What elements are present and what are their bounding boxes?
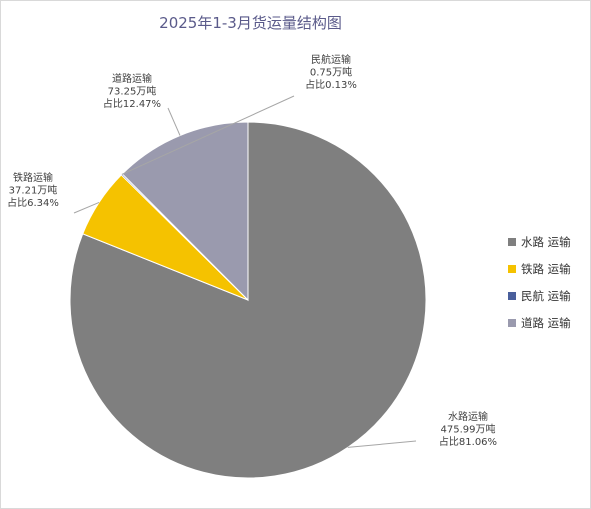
legend-swatch-road [508, 318, 516, 327]
pie-slice-road [121, 121, 249, 302]
leader-line-rail [73, 202, 100, 214]
legend-item-rail: 铁路 运输 [508, 255, 588, 282]
leader-line-road [167, 107, 181, 136]
data-label-share-road: 占比12.47% [103, 97, 161, 110]
data-label-share-air: 占比0.13% [305, 78, 357, 91]
legend-swatch-rail [508, 264, 516, 273]
data-label-share-water: 占比81.06% [439, 435, 497, 448]
data-label-value-air: 0.75万吨 [310, 66, 352, 79]
data-label-name-air: 民航运输 [311, 53, 351, 66]
data-label-share-rail: 占比6.34% [7, 196, 59, 209]
legend-item-water: 水路 运输 [508, 228, 588, 255]
data-label-value-water: 475.99万吨 [441, 423, 496, 436]
chart-legend: 水路 运输 铁路 运输 民航 运输 道路 运输 [508, 228, 588, 336]
legend-label-rail: 铁路 运输 [521, 261, 571, 276]
data-label-name-water: 水路运输 [448, 410, 488, 423]
pie-slice-water [69, 121, 427, 479]
leader-line-water [347, 440, 417, 448]
legend-label-road: 道路 运输 [521, 315, 571, 330]
data-label-name-rail: 铁路运输 [13, 171, 53, 184]
legend-swatch-water [508, 237, 516, 246]
chart-title: 2025年1-3月货运量结构图 [159, 14, 342, 32]
legend-swatch-air [508, 291, 516, 300]
data-label-value-rail: 37.21万吨 [9, 184, 58, 197]
data-label-name-road: 道路运输 [112, 72, 152, 85]
legend-item-air: 民航 运输 [508, 282, 588, 309]
legend-item-road: 道路 运输 [508, 309, 588, 336]
data-label-value-road: 73.25万吨 [108, 85, 157, 98]
legend-label-air: 民航 运输 [521, 288, 571, 303]
legend-label-water: 水路 运输 [521, 234, 571, 249]
leader-line-air [121, 95, 295, 175]
